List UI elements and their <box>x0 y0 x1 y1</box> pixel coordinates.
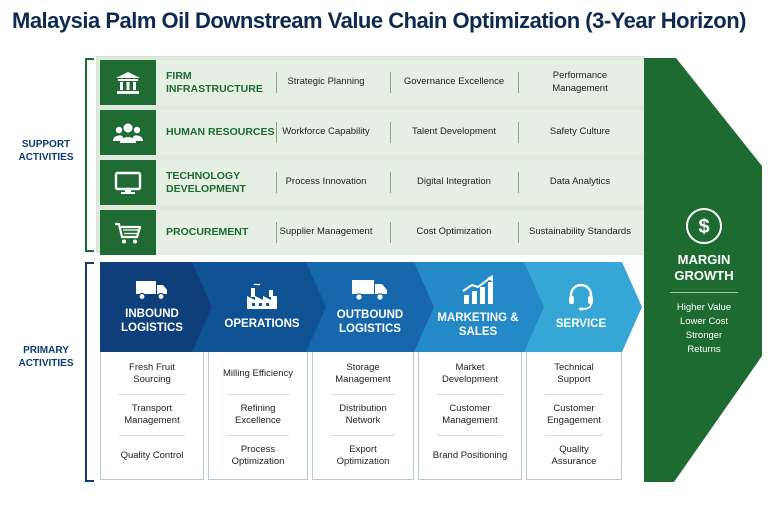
chevron-outbound-logistics <box>306 262 438 352</box>
support-cell: Cost Optimization <box>416 226 492 238</box>
cart-icon <box>115 222 142 243</box>
people-icon <box>113 123 143 143</box>
margin-icon-circle: $ <box>686 208 722 244</box>
support-cell: Governance Excellence <box>403 76 505 88</box>
support-row-procurement: PROCUREMENT Supplier Management Cost Opt… <box>100 210 660 255</box>
margin-line: Lower Cost <box>679 316 729 327</box>
primary-header-marketing-sales: MARKETING & SALES <box>430 262 526 352</box>
headset-icon <box>569 283 593 311</box>
primary-activities-label: PRIMARY ACTIVITIES <box>18 345 74 369</box>
support-row-human-resources: HUMAN RESOURCES Workforce Capability Tal… <box>100 110 660 155</box>
primary-header-outbound-logistics: OUTBOUND LOGISTICS <box>322 262 418 352</box>
factory-icon <box>247 283 277 309</box>
margin-arrow <box>644 58 762 482</box>
primary-item: Storage Management <box>335 361 391 386</box>
primary-header-operations: OPERATIONS <box>212 262 312 352</box>
growth-chart-icon <box>462 275 493 304</box>
chevron-inbound-logistics <box>100 262 216 352</box>
dollar-icon: $ <box>698 216 709 238</box>
margin-divider <box>670 292 738 293</box>
primary-item: Fresh Fruit Sourcing <box>129 361 175 386</box>
chevron-service <box>524 262 642 352</box>
primary-header-service: SERVICE <box>538 262 624 352</box>
support-row-title: HUMAN RESOURCES <box>166 126 275 138</box>
margin-line: Stronger <box>685 330 723 341</box>
primary-item: Transport Management <box>124 402 180 427</box>
chevron-marketing-sales <box>414 262 548 352</box>
support-row-technology-development: TECHNOLOGY DEVELOPMENT Process Innovatio… <box>100 160 660 205</box>
margin-title: MARGIN GROWTH <box>674 252 734 283</box>
primary-header-title: SERVICE <box>555 318 607 330</box>
primary-item: Milling Efficiency <box>222 367 294 379</box>
primary-item: Market Development <box>442 361 498 386</box>
support-cell: Supplier Management <box>279 226 373 238</box>
support-cell: Workforce Capability <box>282 126 370 138</box>
primary-item: Customer Management <box>442 402 498 427</box>
primary-item: Quality Assurance <box>551 443 597 468</box>
support-row-title: PROCUREMENT <box>166 226 249 238</box>
primary-item: Technical Support <box>554 361 594 386</box>
support-icon-box <box>100 110 156 155</box>
support-row-title: TECHNOLOGY DEVELOPMENT <box>166 169 246 195</box>
support-cell: Process Innovation <box>285 176 367 188</box>
primary-column-marketing-sales: Market Development Customer Management B… <box>418 352 522 480</box>
primary-item: Export Optimization <box>336 443 390 468</box>
truck-icon <box>352 280 387 301</box>
support-activities-label: SUPPORT ACTIVITIES <box>18 139 74 163</box>
support-icon-box <box>100 210 156 255</box>
bank-icon <box>116 71 140 94</box>
svg-text:$: $ <box>698 216 709 238</box>
primary-column-operations: Milling Efficiency Refining Excellence P… <box>208 352 308 480</box>
primary-item: Quality Control <box>120 449 184 461</box>
support-cell: Safety Culture <box>549 126 611 138</box>
primary-column-service: Technical Support Customer Engagement Qu… <box>526 352 622 480</box>
support-cell: Digital Integration <box>417 176 491 188</box>
primary-brace <box>85 262 94 482</box>
primary-item: Distribution Network <box>339 402 387 427</box>
margin-line: Returns <box>687 344 721 355</box>
support-cell: Strategic Planning <box>287 76 365 88</box>
page-title: Malaysia Palm Oil Downstream Value Chain… <box>12 8 746 33</box>
primary-item: Customer Engagement <box>547 402 601 427</box>
support-row-firm-infrastructure: FIRM INFRASTRUCTURE Strategic Planning G… <box>100 60 660 105</box>
primary-item: Process Optimization <box>231 443 285 468</box>
support-icon-box <box>100 60 156 105</box>
support-icon-box <box>100 160 156 205</box>
truck-icon <box>136 281 167 301</box>
primary-chevrons <box>100 262 642 352</box>
support-cell: Talent Development <box>412 126 496 138</box>
primary-header-inbound-logistics: INBOUND LOGISTICS <box>100 262 204 352</box>
support-cell: Data Analytics <box>549 176 611 188</box>
primary-column-outbound-logistics: Storage Management Distribution Network … <box>312 352 414 480</box>
primary-header-title: MARKETING & SALES <box>437 312 519 338</box>
support-brace <box>85 58 94 252</box>
primary-header-title: OUTBOUND LOGISTICS <box>336 309 404 335</box>
primary-column-inbound-logistics: Fresh Fruit Sourcing Transport Managemen… <box>100 352 204 480</box>
support-cell: Sustainability Standards <box>529 226 631 238</box>
primary-header-title: INBOUND LOGISTICS <box>121 308 183 334</box>
support-row-title: FIRM INFRASTRUCTURE <box>166 69 263 95</box>
margin-line: Higher Value <box>676 302 732 313</box>
primary-item: Brand Positioning <box>432 449 508 461</box>
primary-header-title: OPERATIONS <box>224 318 300 330</box>
support-cell: Performance Management <box>552 70 608 94</box>
primary-item: Refining Excellence <box>235 402 281 427</box>
monitor-icon <box>114 171 142 194</box>
